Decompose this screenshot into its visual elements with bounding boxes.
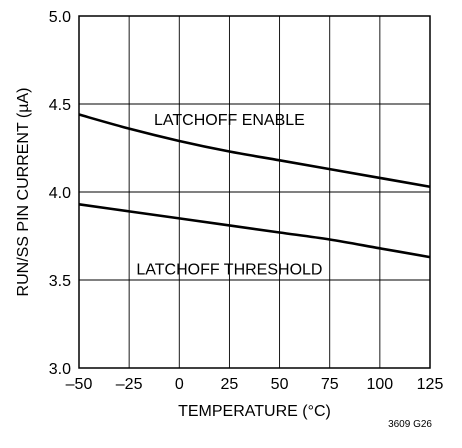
y-tick-label: 4.0 [49, 185, 71, 202]
x-tick-label: 75 [321, 376, 339, 393]
curve-latchoff-threshold [78, 203, 431, 259]
y-tick-label: 5.0 [49, 9, 71, 26]
x-tick-label: –25 [116, 376, 143, 393]
grid-lines [79, 16, 430, 368]
y-axis-label: RUN/SS PIN CURRENT (µA) [15, 88, 32, 297]
x-tick-label: 125 [417, 376, 444, 393]
figure-id: 3609 G26 [388, 419, 432, 430]
curve-latchoff-enable [78, 113, 431, 189]
plot-frame [78, 15, 431, 369]
x-tick-label: 25 [221, 376, 239, 393]
curve-label: LATCHOFF ENABLE [154, 112, 305, 129]
curve-label: LATCHOFF THRESHOLD [136, 262, 322, 279]
x-tick-labels: –50 –25 0 25 50 75 100 125 [66, 376, 444, 393]
x-tick-label: 0 [175, 376, 184, 393]
x-axis-label: TEMPERATURE (°C) [178, 403, 331, 420]
curve-labels: LATCHOFF ENABLE LATCHOFF THRESHOLD [136, 112, 322, 279]
x-tick-label: 50 [271, 376, 289, 393]
y-tick-labels: 3.0 3.5 4.0 4.5 5.0 [49, 9, 71, 378]
x-tick-label: –50 [66, 376, 93, 393]
y-tick-label: 3.0 [49, 361, 71, 378]
y-tick-label: 3.5 [49, 273, 71, 290]
curves [78, 113, 431, 259]
x-tick-label: 100 [367, 376, 394, 393]
y-tick-label: 4.5 [49, 97, 71, 114]
